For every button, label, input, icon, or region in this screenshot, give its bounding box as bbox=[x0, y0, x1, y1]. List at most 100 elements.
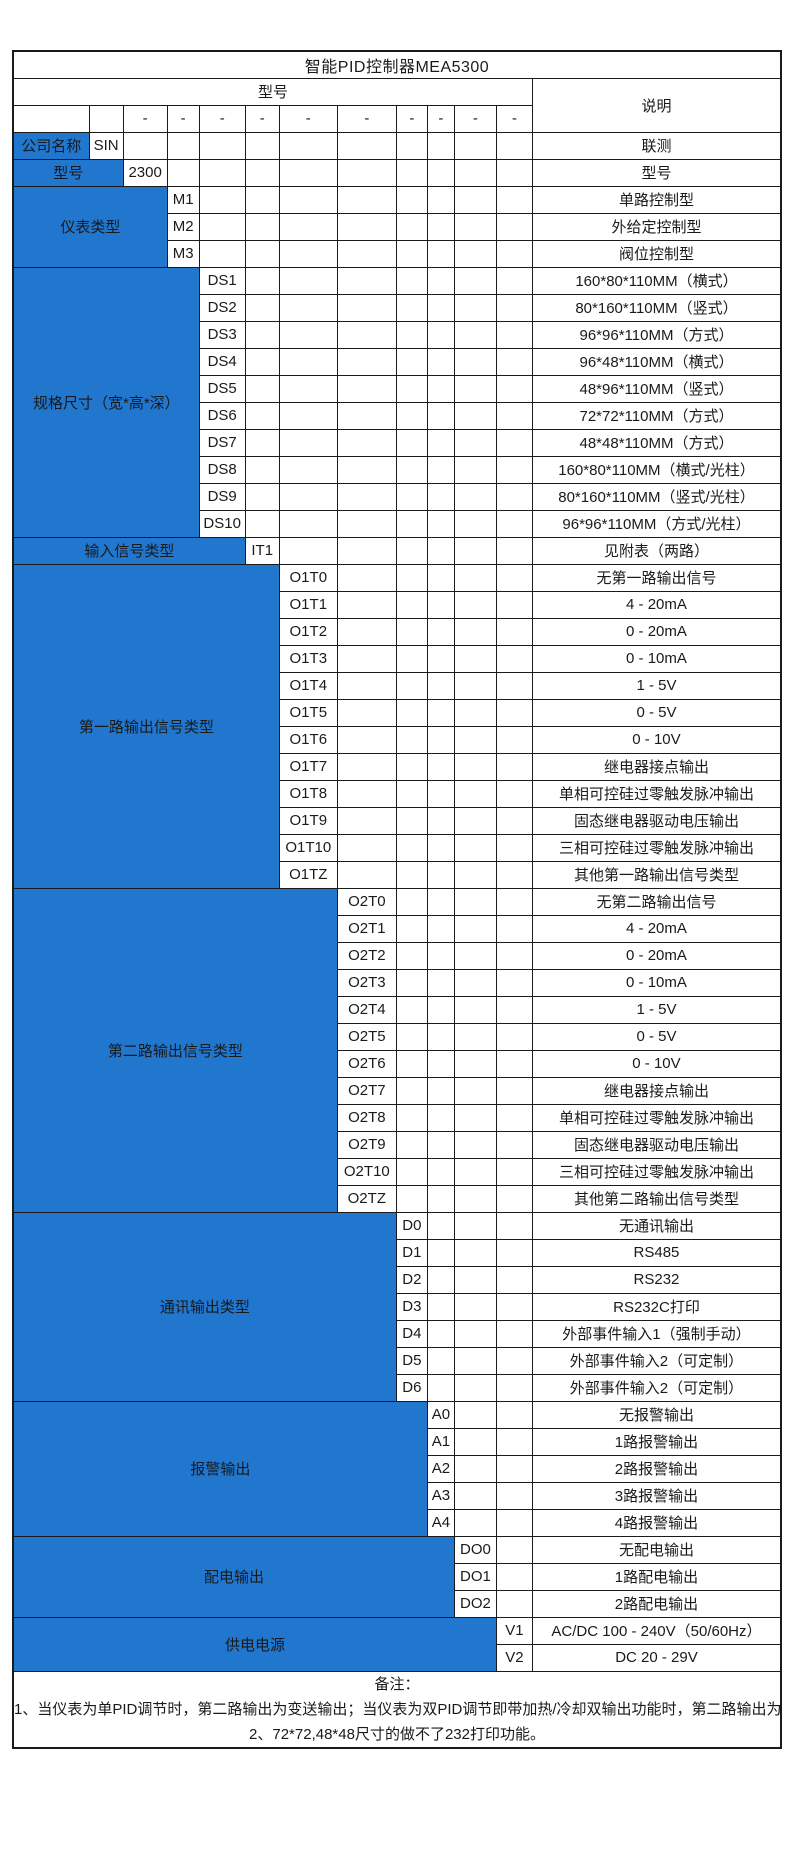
empty-cell bbox=[426, 617, 455, 646]
table-row: O1TZ 其他第一路输出信号类型 bbox=[13, 860, 782, 889]
model-code-cell: O2T1 bbox=[336, 914, 397, 943]
empty-cell bbox=[395, 320, 428, 349]
empty-cell bbox=[426, 1265, 455, 1294]
empty-cell bbox=[426, 428, 455, 457]
note-line-1: 1、当仪表为单PID调节时，第二路输出为变送输出；当仪表为双PID调节即带加热/… bbox=[14, 1700, 781, 1718]
notes-row: 备注： 1、当仪表为单PID调节时，第二路输出为变送输出；当仪表为双PID调节即… bbox=[12, 1670, 782, 1748]
empty-cell bbox=[395, 509, 428, 538]
description-cell: 其他第一路输出信号类型 bbox=[531, 860, 782, 889]
empty-cell bbox=[426, 401, 455, 430]
table-row: O2T9 固态继电器驱动电压输出 bbox=[13, 1130, 782, 1159]
empty-cell bbox=[495, 1454, 533, 1483]
empty-cell bbox=[395, 158, 428, 187]
empty-cell bbox=[495, 1535, 533, 1564]
empty-cell bbox=[453, 185, 497, 214]
table-row: 输入信号类型 IT1 见附表（两路） bbox=[12, 536, 782, 565]
empty-cell bbox=[453, 401, 497, 430]
empty-cell bbox=[426, 293, 455, 322]
empty-cell bbox=[453, 1346, 497, 1375]
empty-cell bbox=[453, 914, 497, 943]
table-row: O2T5 0 - 5V bbox=[13, 1022, 782, 1051]
model-code-cell: DS6 bbox=[198, 401, 246, 430]
description-cell: 三相可控硅过零触发脉冲输出 bbox=[531, 833, 782, 862]
empty-cell bbox=[495, 1265, 533, 1294]
empty-cell bbox=[395, 779, 428, 808]
empty-cell bbox=[453, 995, 497, 1024]
empty-cell bbox=[395, 644, 428, 673]
model-code-cell: O1T4 bbox=[278, 671, 338, 700]
empty-cell bbox=[395, 1184, 428, 1213]
empty-cell bbox=[453, 941, 497, 970]
empty-cell bbox=[336, 428, 397, 457]
table-row: D5 外部事件输入2（可定制） bbox=[13, 1346, 782, 1375]
description-cell: 单相可控硅过零触发脉冲输出 bbox=[531, 1103, 782, 1132]
empty-cell bbox=[495, 698, 533, 727]
table-row: 公司名称 SIN 联测 bbox=[12, 131, 782, 160]
empty-cell bbox=[495, 347, 533, 376]
model-code-cell: O2T0 bbox=[336, 887, 397, 916]
table-row: O1T4 1 - 5V bbox=[13, 671, 782, 700]
empty-cell bbox=[278, 401, 338, 430]
empty-cell bbox=[495, 644, 533, 673]
dash-cell: - bbox=[395, 104, 428, 133]
empty-cell bbox=[453, 239, 497, 268]
empty-cell bbox=[453, 1319, 497, 1348]
empty-cell bbox=[495, 131, 533, 160]
empty-cell bbox=[278, 185, 338, 214]
dash-cell: - bbox=[278, 104, 338, 133]
empty-cell bbox=[495, 995, 533, 1024]
empty-cell bbox=[426, 1184, 455, 1213]
empty-cell bbox=[453, 1157, 497, 1186]
table-row: DS5 48*96*110MM（竖式） bbox=[13, 374, 782, 403]
model-code-cell: SIN bbox=[88, 131, 124, 160]
dash-cell bbox=[88, 104, 124, 133]
description-cell: 0 - 5V bbox=[531, 698, 782, 727]
empty-cell bbox=[395, 1022, 428, 1051]
description-cell: 固态继电器驱动电压输出 bbox=[531, 1130, 782, 1159]
description-cell: RS232C打印 bbox=[531, 1292, 782, 1321]
empty-cell bbox=[426, 455, 455, 484]
empty-cell bbox=[453, 1508, 497, 1537]
empty-cell bbox=[426, 320, 455, 349]
empty-cell bbox=[453, 833, 497, 862]
empty-cell bbox=[453, 1292, 497, 1321]
empty-cell bbox=[426, 590, 455, 619]
empty-cell bbox=[426, 131, 455, 160]
empty-cell bbox=[495, 1589, 533, 1618]
dash-cell: - bbox=[122, 104, 168, 133]
empty-cell bbox=[453, 428, 497, 457]
description-cell: 单路控制型 bbox=[531, 185, 782, 214]
empty-cell bbox=[426, 482, 455, 511]
model-code-cell: O2T5 bbox=[336, 1022, 397, 1051]
table-row: DS3 96*96*110MM（方式） bbox=[13, 320, 782, 349]
description-header: 说明 bbox=[531, 77, 782, 133]
empty-cell bbox=[244, 482, 280, 511]
empty-cell bbox=[453, 968, 497, 997]
table-row: O1T9 固态继电器驱动电压输出 bbox=[13, 806, 782, 835]
empty-cell bbox=[336, 131, 397, 160]
description-cell: 160*80*110MM（横式） bbox=[531, 266, 782, 295]
model-code-cell: D0 bbox=[395, 1211, 428, 1240]
empty-cell bbox=[395, 536, 428, 565]
empty-cell bbox=[278, 455, 338, 484]
empty-cell bbox=[198, 185, 246, 214]
empty-cell bbox=[495, 293, 533, 322]
empty-cell bbox=[336, 374, 397, 403]
table-row: DS7 48*48*110MM（方式） bbox=[13, 428, 782, 457]
empty-cell bbox=[244, 320, 280, 349]
empty-cell bbox=[495, 374, 533, 403]
table-row: O1T6 0 - 10V bbox=[13, 725, 782, 754]
table-row: 仪表类型 M1 单路控制型 bbox=[12, 185, 782, 268]
table-row: V2 DC 20 - 29V bbox=[13, 1643, 782, 1672]
model-code-cell: O1T8 bbox=[278, 779, 338, 808]
empty-cell bbox=[495, 158, 533, 187]
notes-title: 备注： bbox=[374, 1675, 420, 1693]
description-cell: 外部事件输入1（强制手动） bbox=[531, 1319, 782, 1348]
empty-cell bbox=[426, 509, 455, 538]
description-cell: 无通讯输出 bbox=[531, 1211, 782, 1240]
empty-cell bbox=[453, 266, 497, 295]
description-cell: 无第一路输出信号 bbox=[531, 563, 782, 592]
empty-cell bbox=[453, 1373, 497, 1402]
empty-cell bbox=[198, 131, 246, 160]
empty-cell bbox=[495, 968, 533, 997]
